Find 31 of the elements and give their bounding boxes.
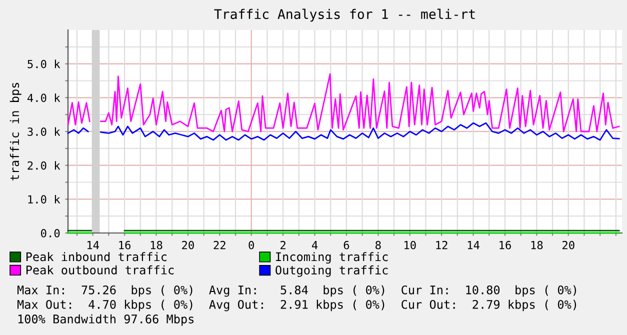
chart-title: Traffic Analysis for 1 -- meli-rt <box>214 8 475 22</box>
legend-label: Peak inbound traffic <box>26 252 167 262</box>
x-tick-label: 20 <box>182 240 194 250</box>
x-tick-label: 16 <box>119 240 131 250</box>
x-tick-label: 10 <box>404 240 416 250</box>
legend-label: Incoming traffic <box>276 252 388 264</box>
y-tick-label: 0.0 <box>41 229 60 238</box>
x-tick-label: 18 <box>150 240 162 250</box>
y-tick-label: 4.0 k <box>27 93 60 102</box>
x-tick-label: 14 <box>468 241 480 250</box>
x-tick-label: 4 <box>312 241 318 250</box>
y-tick-label: 2.0 k <box>28 161 60 170</box>
y-axis-title: traffic in bps <box>10 82 22 180</box>
x-tick-label: 8 <box>376 240 381 250</box>
x-tick-label: 14 <box>87 241 99 250</box>
legend-label: Peak outbound traffic <box>26 265 174 274</box>
x-tick-label: 18 <box>531 240 543 250</box>
y-tick-label: 5.0 k <box>28 60 60 68</box>
y-tick-label: 1.0 k <box>28 194 60 204</box>
x-tick-label: 16 <box>500 240 511 250</box>
text: Max In: 75.26 bps ( 0%) Avg In: 5.84 bps ( 0%) Cur In: 10.80 bps ( 0%) <box>17 285 576 297</box>
x-tick-label: 2 <box>280 240 286 250</box>
y-tick-label: 3.0 k <box>28 127 60 136</box>
legend-label: Outgoing traffic <box>276 265 388 277</box>
text: 100% Bandwidth 97.66 Mbps <box>18 314 194 326</box>
x-tick-label: 12 <box>436 240 448 250</box>
x-tick-label: 20 <box>562 240 574 250</box>
x-tick-label: 22 <box>214 240 226 250</box>
x-tick-label: 6 <box>344 240 350 250</box>
x-tick-label: 0 <box>248 240 254 250</box>
text: Max Out: 4.70 kbps ( 0%) Avg Out: 2.91 kbps ( 0%) Cur Out: 2.79 kbps ( 0%) <box>17 300 576 312</box>
